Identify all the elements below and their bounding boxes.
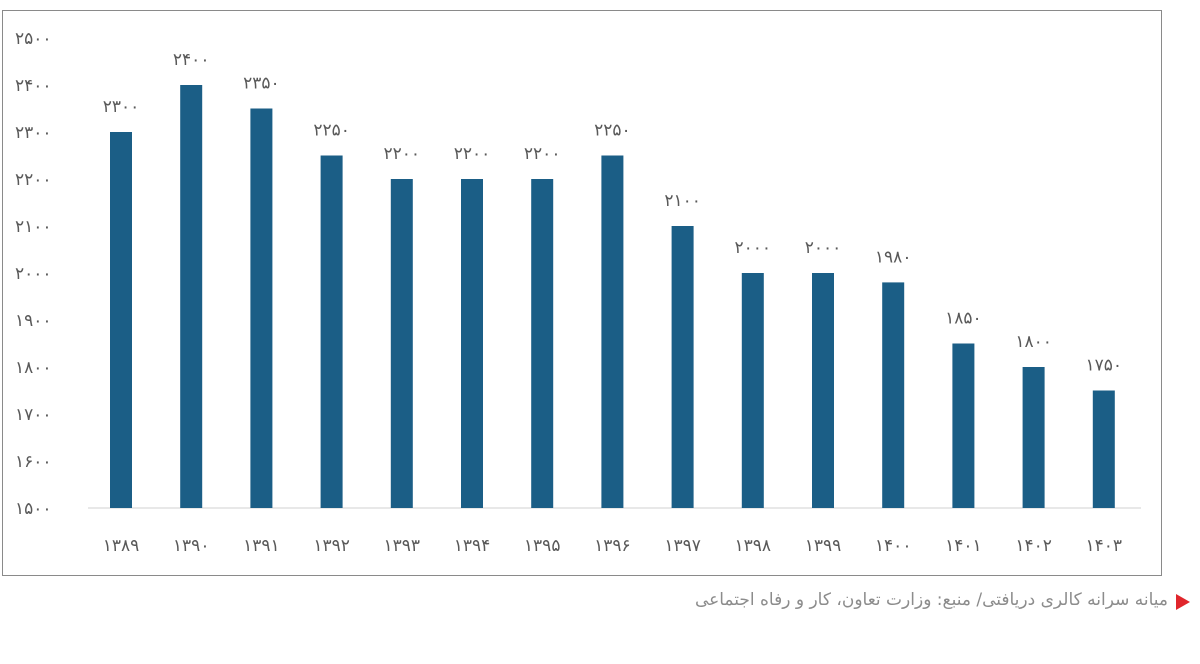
y-axis-ticks: ۱۵۰۰ ۱۶۰۰ ۱۷۰۰ ۱۸۰۰ ۱۹۰۰ ۲۰۰۰ ۲۱۰۰ ۲۲۰۰ ۲۳۰۰ ۲۴۰۰… [15, 29, 52, 519]
data-label: ۲۴۰۰ [173, 50, 210, 70]
bar [180, 85, 203, 508]
x-tick-label: ۱۳۸۹ [103, 536, 140, 556]
x-tick-label: ۱۳۹۶ [594, 536, 631, 556]
data-label: ۲۳۵۰ [243, 74, 280, 94]
bars [110, 85, 1115, 508]
x-tick-label: ۱۳۹۸ [735, 536, 772, 556]
x-tick-label: ۱۴۰۰ [875, 536, 912, 556]
y-tick-label: ۲۴۰۰ [15, 76, 52, 96]
y-tick-label: ۲۲۰۰ [15, 170, 52, 190]
x-tick-label: ۱۳۹۵ [524, 536, 561, 556]
data-label: ۲۲۰۰ [524, 144, 561, 164]
bar [952, 343, 975, 508]
data-label: ۲۲۰۰ [384, 144, 421, 164]
bar [531, 179, 554, 508]
bar [741, 273, 764, 508]
data-label: ۲۲۰۰ [454, 144, 491, 164]
bar [1092, 390, 1115, 508]
chart-frame: ۱۵۰۰ ۱۶۰۰ ۱۷۰۰ ۱۸۰۰ ۱۹۰۰ ۲۰۰۰ ۲۱۰۰ ۲۲۰۰ ۲۳۰۰ ۲۴۰۰… [2, 10, 1162, 576]
data-label: ۲۲۵۰ [313, 121, 350, 141]
bar-chart: ۱۵۰۰ ۱۶۰۰ ۱۷۰۰ ۱۸۰۰ ۱۹۰۰ ۲۰۰۰ ۲۱۰۰ ۲۲۰۰ ۲۳۰۰ ۲۴۰۰… [15, 29, 1141, 556]
x-tick-label: ۱۳۹۲ [313, 536, 350, 556]
data-label: ۲۰۰۰ [805, 238, 842, 258]
bar [1022, 367, 1045, 508]
caption-marker-icon [1176, 594, 1190, 610]
data-labels: ۲۳۰۰ ۲۴۰۰ ۲۳۵۰ ۲۲۵۰ ۲۲۰۰ ۲۲۰۰ ۲۲۰۰ ۲۲۵۰ ۲۱۰۰ ۲۰۰۰… [103, 50, 1123, 376]
bar [461, 179, 483, 508]
x-tick-label: ۱۳۹۴ [454, 536, 491, 556]
data-label: ۲۱۰۰ [664, 191, 701, 211]
bar [250, 108, 273, 508]
y-tick-label: ۲۰۰۰ [15, 264, 52, 284]
data-label: ۱۸۵۰ [945, 309, 982, 329]
y-tick-label: ۱۷۰۰ [15, 405, 52, 425]
x-tick-label: ۱۴۰۱ [945, 536, 982, 556]
bar [882, 282, 905, 508]
x-tick-label: ۱۴۰۲ [1015, 536, 1052, 556]
x-tick-label: ۱۳۹۷ [664, 536, 701, 556]
x-tick-label: ۱۴۰۳ [1086, 536, 1123, 556]
y-tick-label: ۱۵۰۰ [15, 499, 52, 519]
bar [812, 273, 834, 508]
x-axis-ticks: ۱۳۸۹ ۱۳۹۰ ۱۳۹۱ ۱۳۹۲ ۱۳۹۳ ۱۳۹۴ ۱۳۹۵ ۱۳۹۶ ۱۳۹۷ ۱۳۹۸… [103, 536, 1123, 556]
bar [671, 226, 694, 508]
y-tick-label: ۲۵۰۰ [15, 29, 52, 49]
bar [601, 155, 624, 508]
chart-caption: میانه سرانه کالری دریافتی/ منبع: وزارت ت… [694, 590, 1168, 610]
bar [390, 179, 413, 508]
data-label: ۲۰۰۰ [735, 238, 772, 258]
x-tick-label: ۱۳۹۹ [805, 536, 842, 556]
bar [110, 132, 132, 508]
data-label: ۱۸۰۰ [1015, 332, 1052, 352]
y-tick-label: ۲۱۰۰ [15, 217, 52, 237]
y-tick-label: ۲۳۰۰ [15, 123, 52, 143]
bar [320, 155, 343, 508]
data-label: ۲۲۵۰ [594, 121, 631, 141]
x-tick-label: ۱۳۹۳ [384, 536, 421, 556]
data-label: ۱۷۵۰ [1086, 356, 1123, 376]
data-label: ۲۳۰۰ [103, 97, 140, 117]
y-tick-label: ۱۸۰۰ [15, 358, 52, 378]
y-tick-label: ۱۶۰۰ [15, 452, 52, 472]
x-tick-label: ۱۳۹۰ [173, 536, 210, 556]
data-label: ۱۹۸۰ [875, 247, 912, 267]
x-tick-label: ۱۳۹۱ [243, 536, 280, 556]
y-tick-label: ۱۹۰۰ [15, 311, 52, 331]
